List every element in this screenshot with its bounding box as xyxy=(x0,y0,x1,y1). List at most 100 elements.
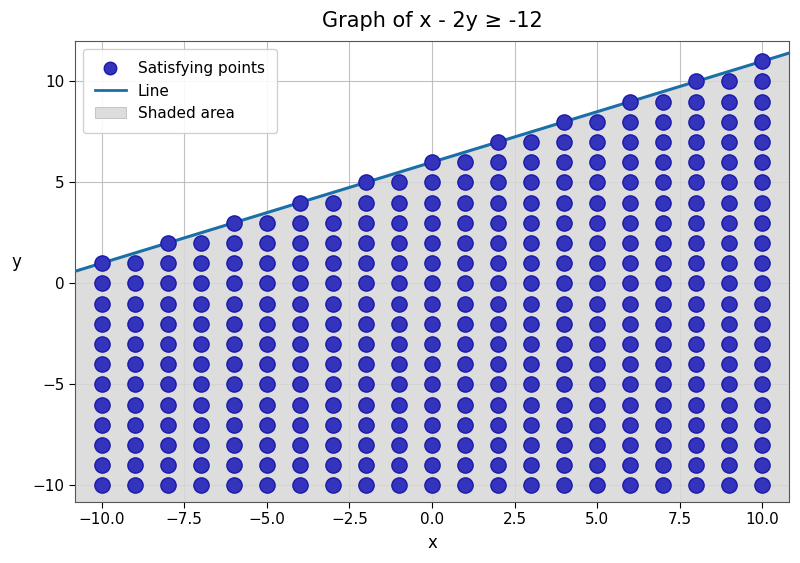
Point xyxy=(492,400,505,409)
Point xyxy=(359,319,372,328)
Point xyxy=(690,239,702,248)
Point xyxy=(525,481,538,490)
Point xyxy=(657,97,670,106)
Point xyxy=(657,420,670,429)
Point xyxy=(95,481,108,490)
Point xyxy=(326,420,339,429)
Point xyxy=(657,178,670,187)
Point xyxy=(294,400,306,409)
Point xyxy=(260,481,273,490)
Point xyxy=(458,319,471,328)
Point xyxy=(690,481,702,490)
Point xyxy=(194,319,207,328)
Point xyxy=(591,461,604,470)
Point xyxy=(393,218,406,227)
Point xyxy=(756,57,769,66)
Point xyxy=(492,218,505,227)
Point xyxy=(492,178,505,187)
Point xyxy=(294,299,306,308)
Point xyxy=(723,218,736,227)
Point xyxy=(326,239,339,248)
Point xyxy=(95,279,108,288)
Point xyxy=(359,339,372,348)
Point xyxy=(492,137,505,146)
Point xyxy=(591,178,604,187)
Point xyxy=(260,461,273,470)
Point xyxy=(128,380,141,389)
Point xyxy=(260,360,273,369)
Point xyxy=(458,440,471,449)
Point xyxy=(756,77,769,86)
Point xyxy=(525,158,538,167)
Point xyxy=(393,319,406,328)
Point xyxy=(393,299,406,308)
Point xyxy=(294,239,306,248)
Point xyxy=(426,178,438,187)
Point xyxy=(359,461,372,470)
Point xyxy=(426,158,438,167)
Point xyxy=(128,360,141,369)
Point xyxy=(162,400,174,409)
Point xyxy=(393,461,406,470)
Point xyxy=(690,258,702,267)
Point xyxy=(426,481,438,490)
Point xyxy=(657,279,670,288)
Point xyxy=(194,360,207,369)
Title: Graph of x - 2y ≥ -12: Graph of x - 2y ≥ -12 xyxy=(322,11,542,31)
Point xyxy=(227,461,240,470)
Point xyxy=(393,258,406,267)
Point xyxy=(426,400,438,409)
Point xyxy=(657,380,670,389)
Point xyxy=(294,360,306,369)
Point xyxy=(492,380,505,389)
Point xyxy=(227,440,240,449)
Point xyxy=(458,218,471,227)
Point xyxy=(690,339,702,348)
Point xyxy=(558,198,570,207)
Point xyxy=(657,461,670,470)
Point xyxy=(624,218,637,227)
Point xyxy=(128,339,141,348)
Point xyxy=(690,198,702,207)
Point xyxy=(756,137,769,146)
Point xyxy=(591,117,604,126)
Point xyxy=(294,279,306,288)
Point xyxy=(194,461,207,470)
Point xyxy=(162,481,174,490)
Point xyxy=(260,218,273,227)
Point xyxy=(492,461,505,470)
Point xyxy=(657,239,670,248)
Point xyxy=(756,440,769,449)
Point xyxy=(624,158,637,167)
Point xyxy=(393,400,406,409)
Point xyxy=(558,380,570,389)
Point xyxy=(458,178,471,187)
Point xyxy=(657,481,670,490)
Point xyxy=(393,178,406,187)
Point xyxy=(227,481,240,490)
Point xyxy=(624,319,637,328)
Point xyxy=(393,279,406,288)
Point xyxy=(227,239,240,248)
Point xyxy=(558,258,570,267)
Point xyxy=(426,258,438,267)
Point xyxy=(756,360,769,369)
Point xyxy=(756,218,769,227)
Point xyxy=(591,319,604,328)
Point xyxy=(690,279,702,288)
Point xyxy=(591,158,604,167)
Point xyxy=(723,360,736,369)
Point xyxy=(326,299,339,308)
Point xyxy=(591,481,604,490)
Point xyxy=(458,461,471,470)
Point xyxy=(657,400,670,409)
Point xyxy=(591,218,604,227)
Point xyxy=(492,279,505,288)
Point xyxy=(393,339,406,348)
Point xyxy=(624,299,637,308)
Point xyxy=(194,481,207,490)
Point xyxy=(492,360,505,369)
Point xyxy=(690,360,702,369)
Point xyxy=(359,239,372,248)
Point xyxy=(458,299,471,308)
